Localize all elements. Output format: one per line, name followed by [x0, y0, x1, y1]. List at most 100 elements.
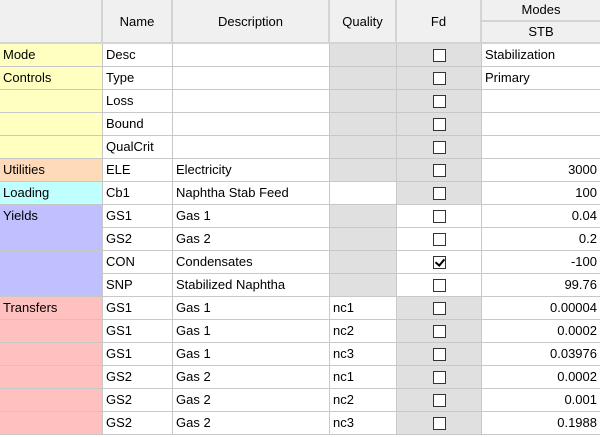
description-cell[interactable]: Gas 2 — [173, 389, 330, 412]
mode-stb-value-cell[interactable]: 0.1988 — [482, 412, 600, 435]
name-cell[interactable]: Loss — [103, 90, 173, 113]
description-cell[interactable]: Gas 1 — [173, 343, 330, 366]
checkbox-checked[interactable] — [432, 255, 446, 269]
checkbox[interactable] — [432, 94, 446, 108]
mode-stb-value-cell[interactable]: Stabilization — [482, 44, 600, 67]
row-group-label: Utilities — [0, 159, 103, 182]
header-mode-stb[interactable]: STB — [482, 22, 600, 44]
description-cell[interactable]: Condensates — [173, 251, 330, 274]
mode-stb-value-cell[interactable]: 0.00004 — [482, 297, 600, 320]
mode-stb-value-cell[interactable]: -100 — [482, 251, 600, 274]
checkbox[interactable] — [432, 117, 446, 131]
mode-stb-value-cell[interactable]: 0.03976 — [482, 343, 600, 366]
name-cell[interactable]: ELE — [103, 159, 173, 182]
checkbox[interactable] — [432, 48, 446, 62]
quality-cell[interactable] — [330, 159, 397, 182]
checkbox[interactable] — [432, 209, 446, 223]
name-cell[interactable]: CON — [103, 251, 173, 274]
description-cell[interactable]: Stabilized Naphtha — [173, 274, 330, 297]
quality-cell[interactable] — [330, 113, 397, 136]
name-cell[interactable]: GS2 — [103, 228, 173, 251]
quality-cell[interactable]: nc2 — [330, 389, 397, 412]
quality-cell[interactable] — [330, 274, 397, 297]
description-cell[interactable]: Gas 1 — [173, 297, 330, 320]
mode-stb-value-cell[interactable] — [482, 113, 600, 136]
quality-cell[interactable]: nc2 — [330, 320, 397, 343]
name-cell[interactable]: Type — [103, 67, 173, 90]
checkbox[interactable] — [432, 393, 446, 407]
quality-cell[interactable] — [330, 251, 397, 274]
checkbox[interactable] — [432, 71, 446, 85]
quality-cell[interactable]: nc3 — [330, 412, 397, 435]
description-cell[interactable] — [173, 136, 330, 159]
table-row: Bound — [0, 113, 600, 136]
header-description[interactable]: Description — [173, 0, 330, 44]
mode-stb-value-cell[interactable]: 0.0002 — [482, 366, 600, 389]
description-cell[interactable]: Gas 2 — [173, 412, 330, 435]
name-cell[interactable]: Bound — [103, 113, 173, 136]
name-cell[interactable]: GS1 — [103, 205, 173, 228]
quality-cell[interactable]: nc3 — [330, 343, 397, 366]
description-cell[interactable]: Gas 2 — [173, 366, 330, 389]
checkbox[interactable] — [432, 140, 446, 154]
checkbox[interactable] — [432, 324, 446, 338]
quality-cell[interactable] — [330, 44, 397, 67]
name-cell[interactable]: QualCrit — [103, 136, 173, 159]
description-cell[interactable]: Gas 1 — [173, 205, 330, 228]
quality-cell[interactable] — [330, 205, 397, 228]
mode-stb-value-cell[interactable]: 0.001 — [482, 389, 600, 412]
description-cell[interactable] — [173, 113, 330, 136]
quality-cell[interactable]: nc1 — [330, 366, 397, 389]
name-cell[interactable]: GS2 — [103, 389, 173, 412]
header-modes: Modes — [482, 0, 600, 22]
quality-cell[interactable] — [330, 182, 397, 205]
description-cell[interactable] — [173, 44, 330, 67]
name-cell[interactable]: GS2 — [103, 366, 173, 389]
quality-cell[interactable] — [330, 90, 397, 113]
checkbox[interactable] — [432, 370, 446, 384]
checkbox[interactable] — [432, 186, 446, 200]
checkbox[interactable] — [432, 301, 446, 315]
description-cell[interactable]: Electricity — [173, 159, 330, 182]
header-quality[interactable]: Quality — [330, 0, 397, 44]
header-fd[interactable]: Fd — [397, 0, 482, 44]
mode-stb-value-cell[interactable]: 99.76 — [482, 274, 600, 297]
header-name[interactable]: Name — [103, 0, 173, 44]
name-cell[interactable]: SNP — [103, 274, 173, 297]
row-group-label — [0, 113, 103, 136]
name-cell[interactable]: GS1 — [103, 320, 173, 343]
fd-cell — [397, 274, 482, 297]
checkbox[interactable] — [432, 163, 446, 177]
mode-stb-value-cell[interactable]: 100 — [482, 182, 600, 205]
mode-stb-value-cell[interactable]: 0.0002 — [482, 320, 600, 343]
checkbox[interactable] — [432, 232, 446, 246]
quality-cell[interactable]: nc1 — [330, 297, 397, 320]
description-cell[interactable]: Naphtha Stab Feed — [173, 182, 330, 205]
mode-stb-value-cell[interactable]: 3000 — [482, 159, 600, 182]
name-cell[interactable]: Desc — [103, 44, 173, 67]
quality-cell[interactable] — [330, 136, 397, 159]
description-cell[interactable] — [173, 67, 330, 90]
checkbox[interactable] — [432, 347, 446, 361]
table-row: GS2 Gas 2 0.2 — [0, 228, 600, 251]
checkbox[interactable] — [432, 278, 446, 292]
quality-cell[interactable] — [330, 67, 397, 90]
description-cell[interactable]: Gas 1 — [173, 320, 330, 343]
name-cell[interactable]: GS1 — [103, 343, 173, 366]
mode-stb-value-cell[interactable]: Primary — [482, 67, 600, 90]
quality-cell[interactable] — [330, 228, 397, 251]
name-cell[interactable]: GS2 — [103, 412, 173, 435]
table-row: GS2 Gas 2 nc1 0.0002 — [0, 366, 600, 389]
mode-stb-value-cell[interactable]: 0.2 — [482, 228, 600, 251]
row-group-label — [0, 366, 103, 389]
description-cell[interactable]: Gas 2 — [173, 228, 330, 251]
name-cell[interactable]: Cb1 — [103, 182, 173, 205]
mode-stb-value-cell[interactable] — [482, 136, 600, 159]
mode-stb-value-cell[interactable]: 0.04 — [482, 205, 600, 228]
table-row: CON Condensates -100 — [0, 251, 600, 274]
mode-stb-value-cell[interactable] — [482, 90, 600, 113]
description-cell[interactable] — [173, 90, 330, 113]
checkbox[interactable] — [432, 416, 446, 430]
name-cell[interactable]: GS1 — [103, 297, 173, 320]
header-category — [0, 0, 103, 44]
